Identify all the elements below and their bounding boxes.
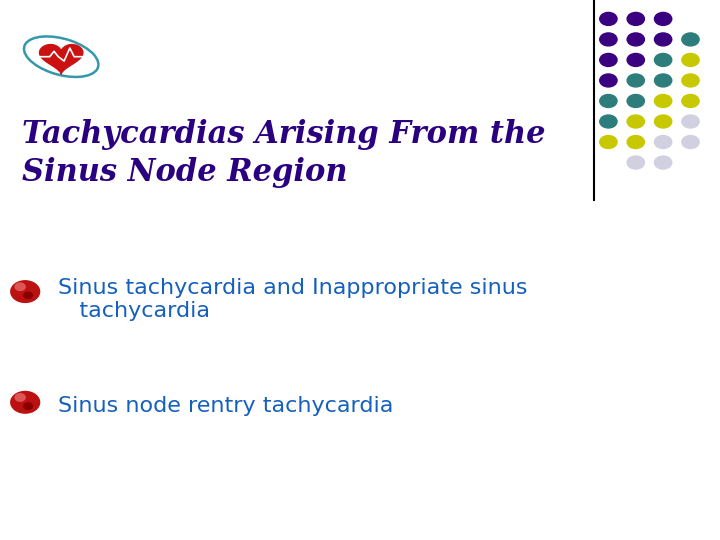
Text: Tachycardias Arising From the
Sinus Node Region: Tachycardias Arising From the Sinus Node… (22, 119, 545, 188)
Circle shape (654, 156, 672, 169)
Circle shape (600, 12, 617, 25)
Circle shape (15, 283, 25, 291)
Circle shape (15, 394, 25, 401)
Circle shape (654, 115, 672, 128)
Circle shape (654, 94, 672, 107)
Circle shape (627, 115, 644, 128)
Circle shape (11, 392, 40, 413)
Circle shape (654, 12, 672, 25)
Circle shape (11, 281, 40, 302)
Circle shape (682, 53, 699, 66)
Circle shape (682, 74, 699, 87)
Circle shape (627, 53, 644, 66)
Text: Sinus node rentry tachycardia: Sinus node rentry tachycardia (58, 396, 393, 416)
Circle shape (600, 53, 617, 66)
Circle shape (600, 136, 617, 148)
Circle shape (627, 136, 644, 148)
Circle shape (600, 74, 617, 87)
Circle shape (654, 74, 672, 87)
Circle shape (682, 136, 699, 148)
Circle shape (627, 94, 644, 107)
Circle shape (627, 156, 644, 169)
Circle shape (24, 292, 32, 299)
Circle shape (627, 74, 644, 87)
Circle shape (600, 115, 617, 128)
Circle shape (654, 53, 672, 66)
Text: Sinus tachycardia and Inappropriate sinus
   tachycardia: Sinus tachycardia and Inappropriate sinu… (58, 278, 527, 321)
Circle shape (654, 136, 672, 148)
Circle shape (682, 115, 699, 128)
Circle shape (627, 12, 644, 25)
Circle shape (682, 33, 699, 46)
Circle shape (600, 94, 617, 107)
Circle shape (600, 33, 617, 46)
Polygon shape (40, 45, 83, 74)
Circle shape (654, 33, 672, 46)
Circle shape (682, 94, 699, 107)
Circle shape (627, 33, 644, 46)
Circle shape (24, 403, 32, 409)
